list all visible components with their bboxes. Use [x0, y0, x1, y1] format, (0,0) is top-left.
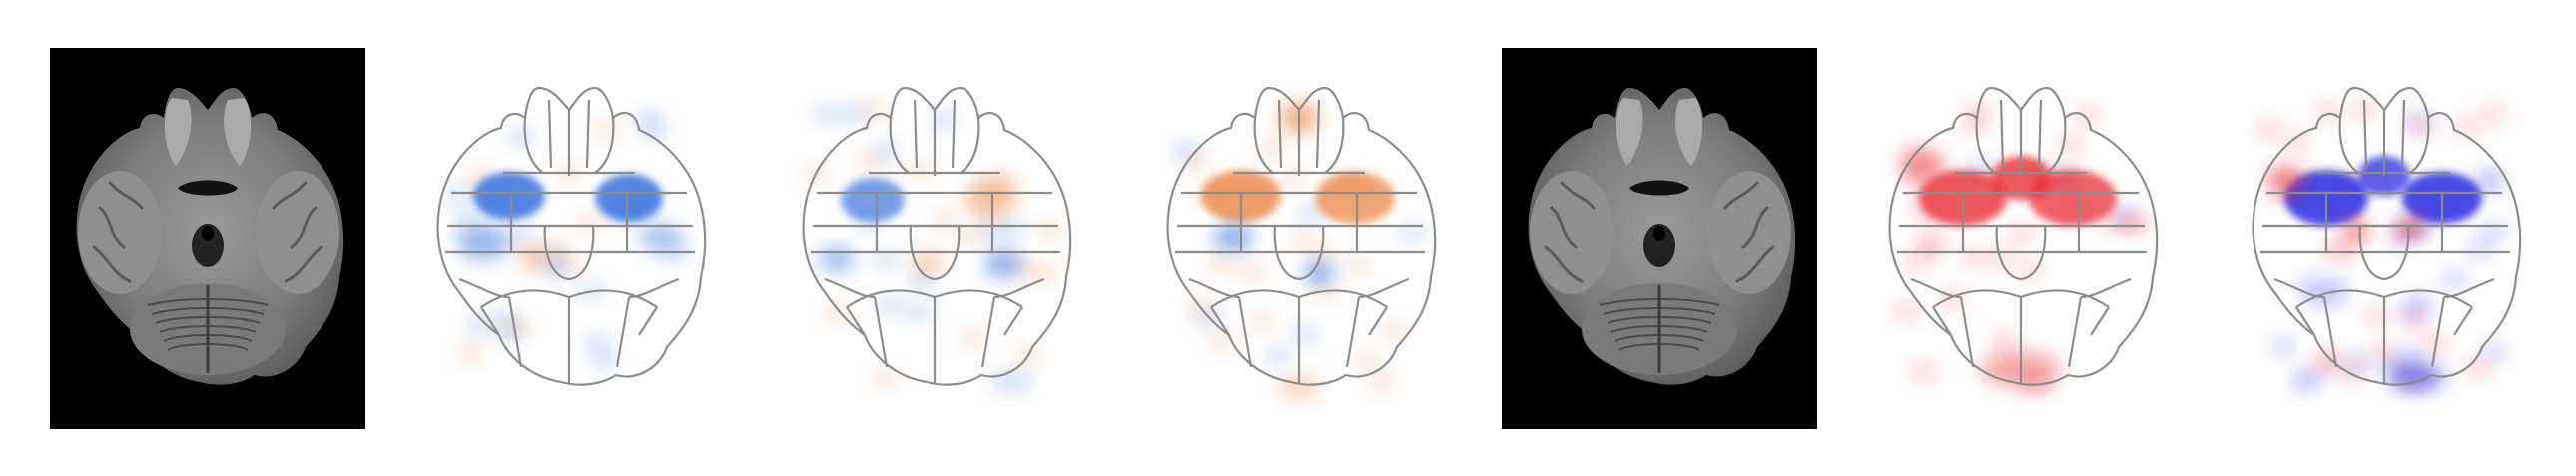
- attribution-map-1: [411, 48, 727, 429]
- mri-brain-image: [1528, 88, 1796, 385]
- attribution-heatmap-image: [2252, 86, 2522, 392]
- mri-axial-slice-1: [50, 48, 365, 429]
- attribution-map-5: [2227, 48, 2542, 429]
- attribution-map-4: [1863, 48, 2179, 429]
- mri-brain-image: [76, 88, 344, 385]
- mri-axial-slice-2: [1502, 48, 1817, 429]
- attribution-heatmap-image: [1166, 86, 1437, 399]
- attribution-map-2: [777, 48, 1092, 429]
- attribution-heatmap-image: [1888, 86, 2159, 395]
- attribution-heatmap-image: [802, 86, 1072, 392]
- attribution-heatmap-image: [436, 86, 707, 386]
- attribution-map-3: [1141, 48, 1457, 429]
